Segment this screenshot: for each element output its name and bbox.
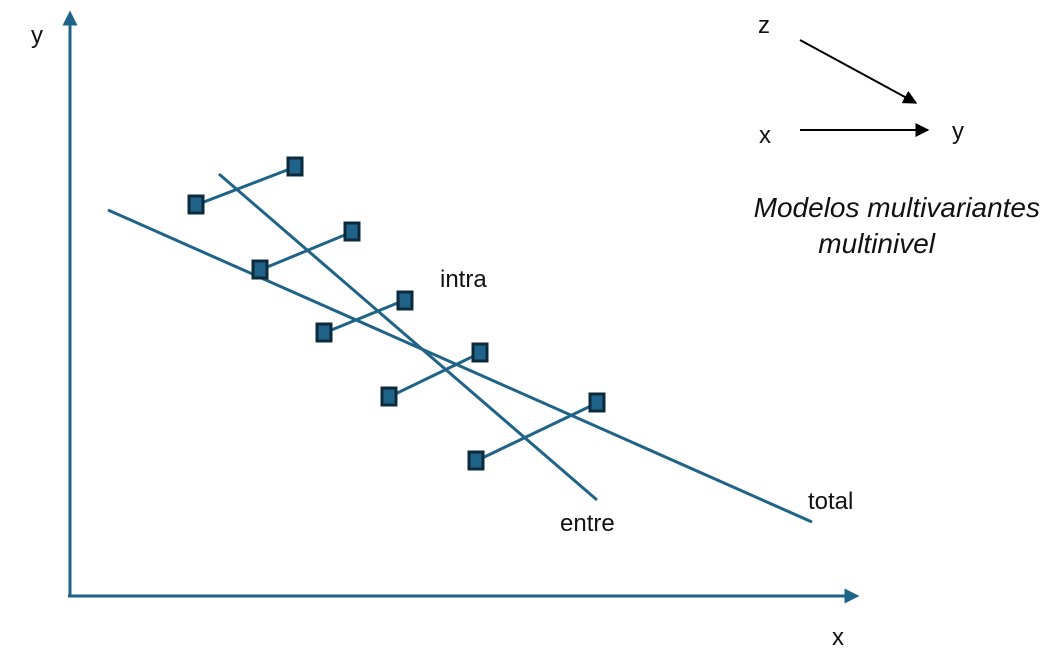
data-point: [343, 221, 361, 242]
total-regression-line: [107, 208, 813, 524]
data-point: [251, 259, 269, 280]
intra-segment-5: [475, 401, 598, 463]
total-label: total: [808, 488, 854, 515]
data-point: [588, 392, 606, 413]
data-point: [315, 322, 333, 343]
z-to-y-arrow: [799, 39, 918, 104]
intra-segment-3: [323, 298, 406, 335]
data-markers: [187, 156, 606, 471]
intra-segment-2: [259, 230, 353, 272]
intra-segment-1: [195, 165, 296, 207]
data-point: [187, 194, 205, 215]
intra-segment-4: [388, 351, 481, 399]
x-axis-label: x: [832, 624, 844, 651]
caption: Modelos multivariantes multinivel: [660, 190, 1040, 262]
data-point: [396, 290, 414, 311]
data-point: [467, 450, 485, 471]
data-point: [471, 342, 489, 363]
intra-segments: [195, 165, 598, 463]
intra-label: intra: [440, 266, 487, 293]
caption-line-1: Modelos multivariantes: [753, 192, 1040, 223]
causal-x-label: x: [759, 122, 771, 149]
causal-y-label: y: [952, 118, 964, 145]
entre-label: entre: [560, 510, 615, 537]
caption-line-2: multinivel: [818, 228, 935, 259]
data-point: [380, 386, 398, 407]
entre-regression-line: [218, 172, 598, 502]
causal-z-label: z: [758, 12, 770, 39]
data-point: [286, 156, 304, 177]
y-axis-label: y: [31, 22, 43, 49]
